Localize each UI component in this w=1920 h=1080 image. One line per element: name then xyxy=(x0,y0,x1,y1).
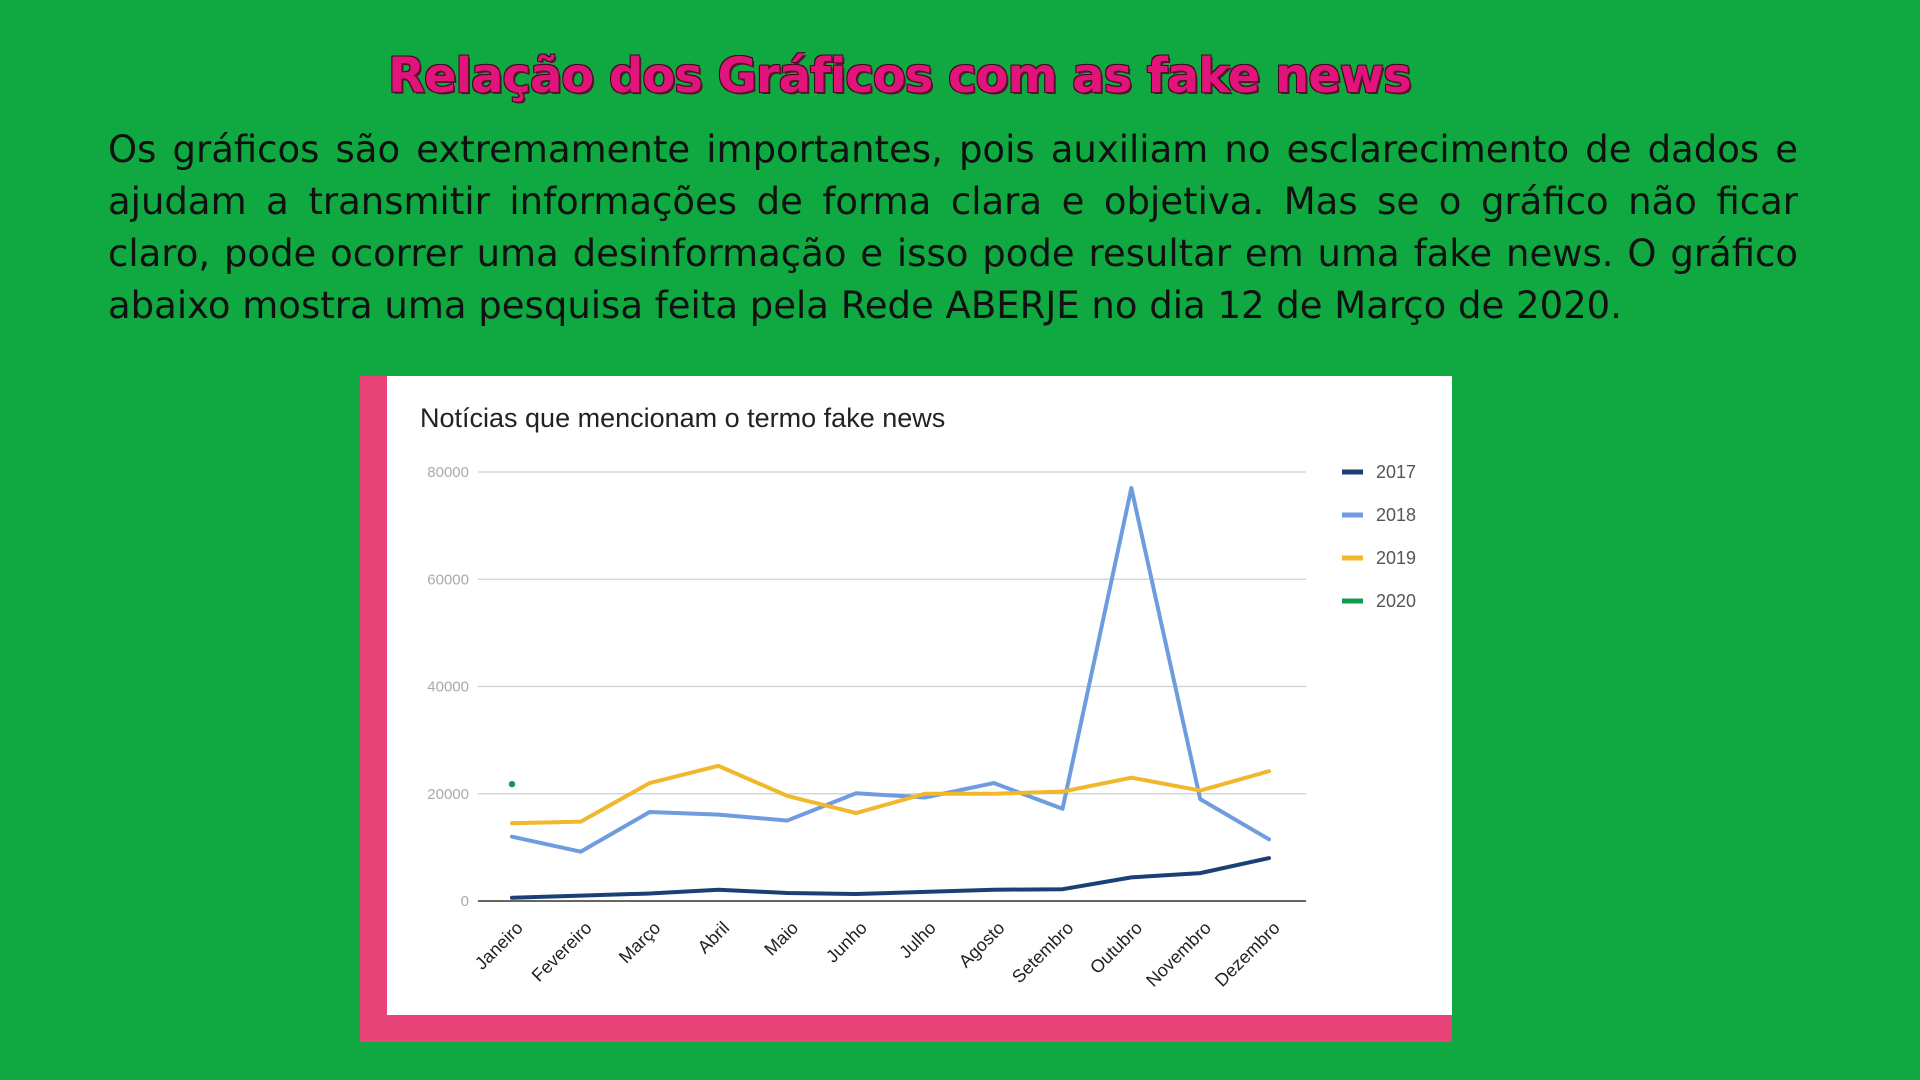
slide-paragraph: Os gráficos são extremamente importantes… xyxy=(108,128,1798,327)
y-tick-label: 0 xyxy=(461,893,469,910)
y-tick-label: 60000 xyxy=(427,571,469,588)
legend-label: 2017 xyxy=(1376,462,1416,482)
chart-card: Notícias que mencionam o termo fake news… xyxy=(387,376,1452,1015)
legend-label: 2020 xyxy=(1376,591,1416,611)
y-tick-label: 20000 xyxy=(427,786,469,803)
x-tick-label: Junho xyxy=(822,918,871,967)
x-tick-label: Janeiro xyxy=(471,918,527,974)
line-chart: Notícias que mencionam o termo fake news… xyxy=(420,403,1416,991)
x-tick-label: Dezembro xyxy=(1211,918,1284,991)
x-tick-label: Novembro xyxy=(1142,918,1215,991)
x-tick-label: Abril xyxy=(694,918,734,958)
series-point-2020 xyxy=(508,780,516,788)
x-tick-label: Setembro xyxy=(1008,918,1077,987)
x-tick-label: Fevereiro xyxy=(528,918,596,986)
series-line-2019 xyxy=(510,763,1271,826)
slide-title: Relação dos Gráficos com as fake news xyxy=(388,48,1412,104)
x-tick-label: Maio xyxy=(760,918,802,960)
x-tick-label: Agosto xyxy=(955,918,1009,972)
x-tick-label: Outubro xyxy=(1086,918,1146,978)
y-tick-label: 80000 xyxy=(427,464,469,481)
y-tick-label: 40000 xyxy=(427,679,469,696)
chart-title: Notícias que mencionam o termo fake news xyxy=(420,403,945,433)
legend-label: 2019 xyxy=(1376,548,1416,568)
x-tick-label: Julho xyxy=(895,918,940,963)
series-line-2018 xyxy=(510,486,1271,854)
legend-label: 2018 xyxy=(1376,505,1416,525)
x-tick-label: Março xyxy=(615,918,665,968)
series-line-2017 xyxy=(510,856,1271,900)
